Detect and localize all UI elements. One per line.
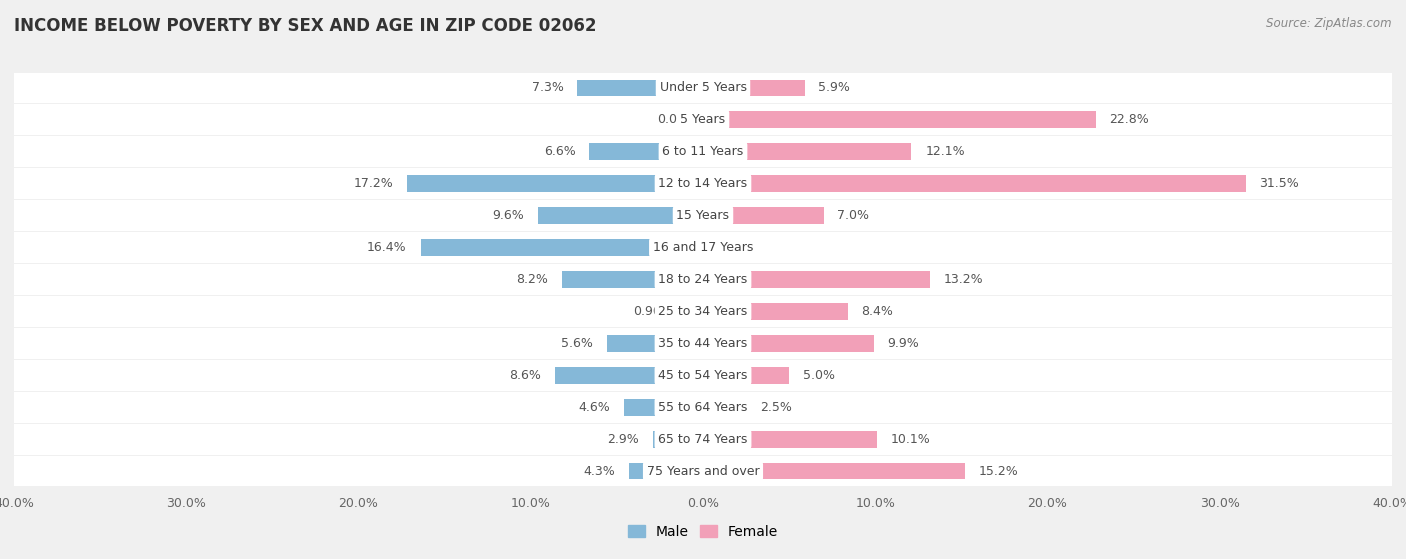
Bar [6,105,1400,135]
Text: 25 to 34 Years: 25 to 34 Years [658,305,748,318]
Bar [628,463,703,480]
Bar [686,303,703,320]
Bar [703,176,1246,192]
Text: 0.0%: 0.0% [717,241,749,254]
Text: 5.6%: 5.6% [561,337,593,350]
Text: 8.4%: 8.4% [862,305,893,318]
Text: 45 to 54 Years: 45 to 54 Years [658,369,748,382]
Text: 9.6%: 9.6% [492,209,524,222]
Text: 5.9%: 5.9% [818,82,851,94]
Bar [624,399,703,415]
Text: 75 Years and over: 75 Years and over [647,465,759,477]
Text: 35 to 44 Years: 35 to 44 Years [658,337,748,350]
Bar [6,328,1400,359]
Text: 17.2%: 17.2% [353,177,392,190]
Bar [703,79,804,96]
Bar [6,296,1400,327]
Bar [562,271,703,288]
Bar [703,367,789,383]
Bar [6,200,1400,231]
Text: 4.3%: 4.3% [583,465,616,477]
Bar [6,264,1400,295]
Bar [703,335,873,352]
Text: 65 to 74 Years: 65 to 74 Years [658,433,748,446]
Text: 0.96%: 0.96% [633,305,672,318]
Bar [406,176,703,192]
Text: 16 and 17 Years: 16 and 17 Years [652,241,754,254]
Bar [703,111,1095,128]
Text: 7.0%: 7.0% [838,209,869,222]
Bar [6,73,1400,103]
Bar [6,360,1400,391]
Bar [6,136,1400,167]
Text: 16.4%: 16.4% [367,241,406,254]
Text: INCOME BELOW POVERTY BY SEX AND AGE IN ZIP CODE 02062: INCOME BELOW POVERTY BY SEX AND AGE IN Z… [14,17,596,35]
Text: 9.9%: 9.9% [887,337,920,350]
Text: 10.1%: 10.1% [891,433,931,446]
Text: 15.2%: 15.2% [979,465,1018,477]
Bar [703,303,848,320]
Text: 2.5%: 2.5% [759,401,792,414]
Bar [420,239,703,256]
Bar [703,431,877,448]
Text: 7.3%: 7.3% [531,82,564,94]
Text: 12.1%: 12.1% [925,145,965,158]
Text: 5 Years: 5 Years [681,113,725,126]
Bar [703,144,911,160]
Text: 0.0%: 0.0% [657,113,689,126]
Text: 12 to 14 Years: 12 to 14 Years [658,177,748,190]
Text: 13.2%: 13.2% [945,273,984,286]
Text: 18 to 24 Years: 18 to 24 Years [658,273,748,286]
Text: 4.6%: 4.6% [578,401,610,414]
Text: Source: ZipAtlas.com: Source: ZipAtlas.com [1267,17,1392,30]
Bar [6,392,1400,423]
Text: 8.2%: 8.2% [516,273,548,286]
Legend: Male, Female: Male, Female [623,519,783,544]
Text: 6.6%: 6.6% [544,145,575,158]
Bar [606,335,703,352]
Bar [703,207,824,224]
Text: 15 Years: 15 Years [676,209,730,222]
Bar [555,367,703,383]
Bar [703,399,747,415]
Bar [652,431,703,448]
Text: 31.5%: 31.5% [1260,177,1299,190]
Text: 8.6%: 8.6% [509,369,541,382]
Text: Under 5 Years: Under 5 Years [659,82,747,94]
Bar [589,144,703,160]
Text: 2.9%: 2.9% [607,433,640,446]
Text: 55 to 64 Years: 55 to 64 Years [658,401,748,414]
Text: 22.8%: 22.8% [1109,113,1149,126]
Bar [703,271,931,288]
Text: 5.0%: 5.0% [803,369,835,382]
Text: 6 to 11 Years: 6 to 11 Years [662,145,744,158]
Bar [578,79,703,96]
Bar [703,463,965,480]
Bar [6,168,1400,199]
Bar [537,207,703,224]
Bar [6,424,1400,454]
Bar [6,232,1400,263]
Bar [6,456,1400,486]
